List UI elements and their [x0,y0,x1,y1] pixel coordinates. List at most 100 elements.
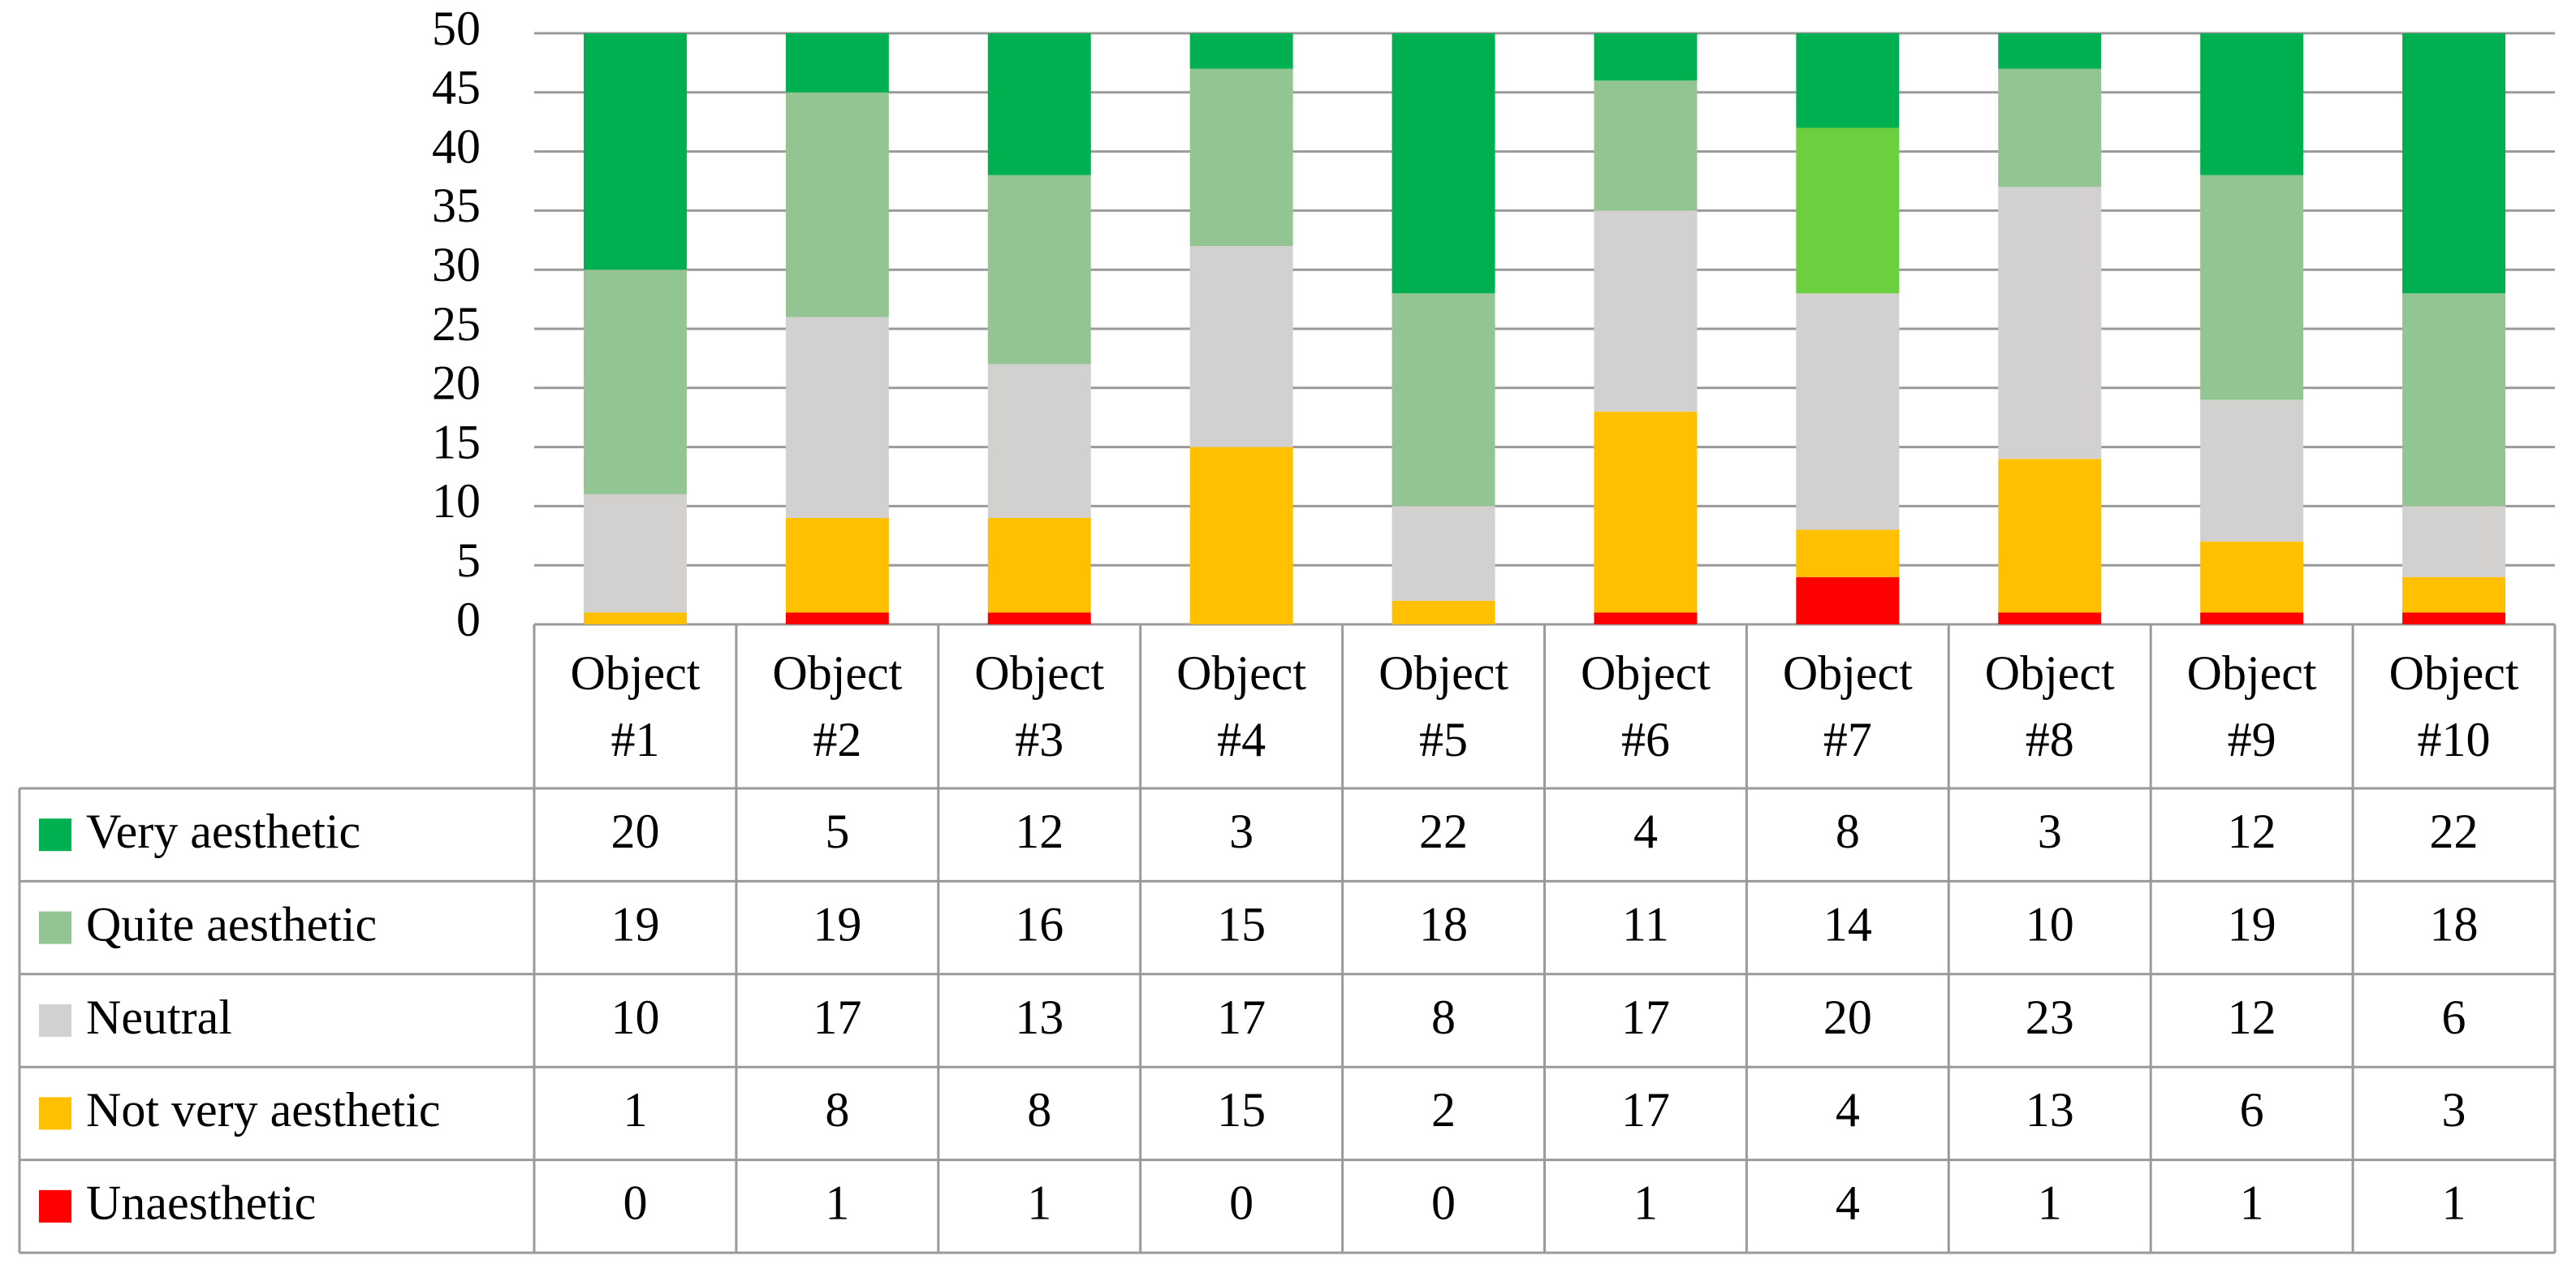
x-tick-label: Object #1 [570,646,701,766]
table-value: 8 [825,1083,849,1137]
bar-segment [1998,459,2102,613]
legend-swatch [39,911,71,944]
bar-segment [583,33,687,270]
legend-label: Neutral [86,991,232,1044]
bar-segment [1392,33,1495,294]
bar-segment [2402,612,2506,624]
bar-segment [1392,600,1495,624]
y-tick-label: 40 [432,119,481,173]
bar-segment [2200,399,2304,542]
bar-segment [2200,175,2304,400]
legend-swatch [39,818,71,852]
bar-segment [2402,293,2506,507]
table-value: 20 [611,805,659,858]
x-tick-label: Object #7 [1782,646,1913,766]
bar-segment [2402,506,2506,577]
x-tick-label: Object #6 [1580,646,1711,766]
legend-swatch [39,1189,71,1223]
category-cell: Object #1 [570,646,701,766]
y-tick-label: 50 [432,2,481,55]
x-tick-label: Object #10 [2388,646,2519,766]
x-tick-label: Object #5 [1379,646,1508,766]
table-value: 15 [1217,1083,1266,1137]
table-value: 0 [1431,1176,1456,1230]
bar-segment [987,612,1091,624]
y-tick-label: 20 [432,356,481,410]
bar-segment [785,517,889,613]
table-value: 3 [1229,805,1253,858]
bar-segment [785,33,889,93]
y-tick-label: 15 [432,415,481,468]
table-value: 20 [1823,991,1872,1044]
bar-segment [583,612,687,624]
bar-segment [2402,576,2506,613]
table-value: 18 [2430,897,2479,951]
table-value: 8 [1431,991,1456,1044]
table-value: 1 [825,1176,849,1230]
bar-segment [583,270,687,494]
table-value: 5 [825,805,849,858]
legend-swatch [39,1097,71,1130]
table-value: 22 [1419,805,1468,858]
category-cell: Object #6 [1580,646,1711,766]
table-value: 17 [1217,991,1266,1044]
table-value: 15 [1217,897,1266,951]
bar-segment [1189,246,1293,447]
table-value: 6 [2240,1083,2264,1137]
table-value: 10 [611,991,659,1044]
table-value: 3 [2442,1083,2466,1137]
table-value: 23 [2026,991,2074,1044]
bar-segment [2402,33,2506,294]
category-cell: Object #8 [1985,646,2115,766]
bar-segment [1594,80,1698,211]
legend-label: Quite aesthetic [86,897,377,951]
table-value: 16 [1015,897,1064,951]
bar-segment [1594,33,1698,81]
table-value: 14 [1823,897,1872,951]
table-value: 1 [623,1083,647,1137]
bar-segment [1796,576,1900,624]
table-value: 4 [1633,805,1658,858]
table-value: 1 [2240,1176,2264,1230]
x-tick-label: Object #2 [772,646,903,766]
category-cell: Object #7 [1782,646,1913,766]
legend-label: Not very aesthetic [86,1083,441,1137]
table-value: 17 [1621,991,1670,1044]
category-cell: Object #10 [2388,646,2519,766]
y-tick-label: 30 [432,238,481,291]
bar-segment [1594,210,1698,412]
table-value: 12 [2228,991,2276,1044]
y-tick-label: 45 [432,61,481,114]
table-value: 1 [2442,1176,2466,1230]
x-tick-label: Object #9 [2186,646,2317,766]
bar-segment [987,517,1091,613]
y-tick-label: 35 [432,179,481,232]
bar-segment [785,612,889,624]
bar-segment [785,92,889,317]
bar-segment [785,317,889,518]
table-value: 19 [611,897,659,951]
table-value: 13 [2026,1083,2074,1137]
category-cell: Object #5 [1379,646,1508,766]
table-value: 17 [1621,1083,1670,1137]
bar-segment [1796,529,1900,577]
category-cell: Object #3 [974,646,1104,766]
table-value: 1 [1027,1176,1051,1230]
bar-segment [1189,68,1293,247]
table-value: 12 [1015,805,1064,858]
y-tick-label: 5 [456,533,481,587]
bar-segment [583,494,687,613]
bar-segment [1796,127,1900,294]
bar-segment [1392,293,1495,507]
legend-swatch [39,1004,71,1037]
bar-segment [1998,33,2102,69]
table-value: 0 [623,1176,647,1230]
bar-segment [987,175,1091,365]
table-value: 4 [1836,1083,1860,1137]
legend-label: Very aesthetic [86,805,360,858]
table-value: 1 [2038,1176,2062,1230]
bar-segment [987,33,1091,175]
table-value: 0 [1229,1176,1253,1230]
